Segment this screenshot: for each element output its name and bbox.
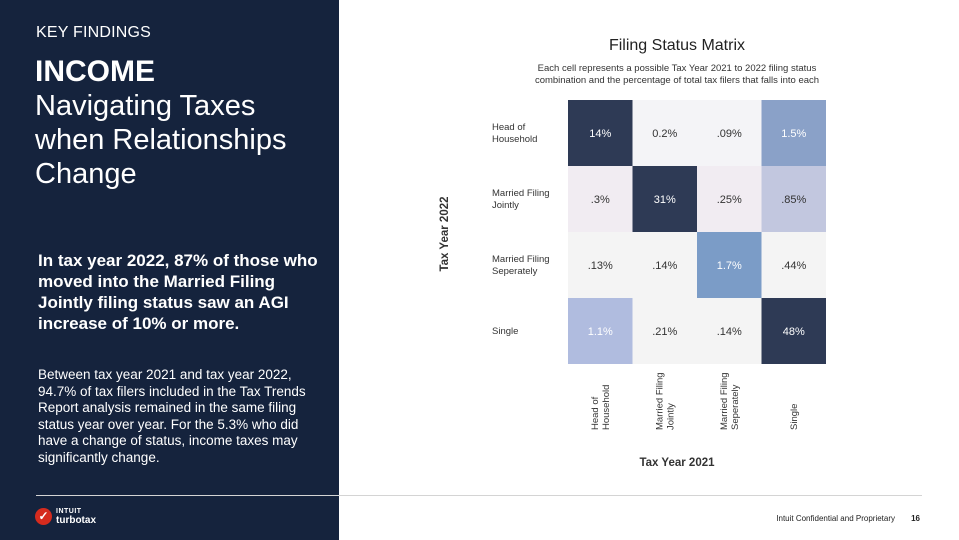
- row-label: Household: [492, 134, 537, 145]
- body-text: Between tax year 2021 and tax year 2022,…: [38, 367, 306, 465]
- cell-value-label: 1.7%: [717, 260, 742, 272]
- section-title: INCOME: [35, 55, 155, 88]
- page-number: 16: [911, 514, 920, 523]
- heatmap-cell: [568, 232, 633, 298]
- column-label: Single: [789, 404, 800, 430]
- logo-line1: INTUIT: [56, 508, 82, 515]
- cell-value-label: .09%: [717, 128, 742, 140]
- confidential-notice: Intuit Confidential and Proprietary: [776, 514, 895, 523]
- cell-value-label: 48%: [783, 326, 805, 338]
- column-label: Married Filing: [719, 372, 730, 430]
- cell-value-label: 31%: [654, 194, 676, 206]
- column-label: Household: [601, 385, 612, 430]
- turbotax-logo: ✓ INTUIT turbotax: [35, 507, 96, 526]
- cell-value-label: 1.1%: [588, 326, 613, 338]
- section-subtitle: Navigating Taxes when Relationships Chan…: [35, 90, 287, 190]
- row-label: Head of: [492, 122, 526, 133]
- cell-value-label: .21%: [652, 326, 677, 338]
- filing-status-heatmap: Filing Status Matrix Each cell represents…: [439, 37, 826, 469]
- cell-value-label: .85%: [781, 194, 806, 206]
- heatmap-cell: [697, 232, 762, 298]
- row-label: Seperately: [492, 266, 538, 277]
- column-label: Married Filing: [654, 372, 665, 430]
- row-label: Married Filing: [492, 254, 550, 265]
- row-label: Married Filing: [492, 188, 550, 199]
- row-label: Jointly: [492, 200, 519, 211]
- kicker-label: KEY FINDINGS: [36, 24, 152, 41]
- heatmap-cell: [632, 166, 697, 232]
- highlight-finding: In tax year 2022, 87% of those who moved…: [38, 251, 318, 333]
- logo-text: INTUIT turbotax: [56, 507, 96, 526]
- heatmap-cell: [761, 100, 826, 166]
- heatmap-cell: [632, 232, 697, 298]
- cell-value-label: .25%: [717, 194, 742, 206]
- cell-value-label: 14%: [589, 128, 611, 140]
- heatmap-cell: [568, 100, 633, 166]
- heatmap-cell: [761, 166, 826, 232]
- heatmap-cell: [761, 232, 826, 298]
- row-label: Single: [492, 326, 518, 337]
- footer-divider: [36, 495, 922, 496]
- logo-line2: turbotax: [56, 515, 96, 526]
- checkmark-icon: ✓: [35, 507, 52, 525]
- heatmap-cell: [568, 166, 633, 232]
- left-panel: KEY FINDINGS INCOME Navigating Taxes whe…: [0, 0, 339, 540]
- chart-title: Filing Status Matrix: [609, 37, 745, 54]
- heatmap-cell: [568, 298, 633, 364]
- cell-value-label: .14%: [652, 260, 677, 272]
- chart-subtitle-line: Each cell represents a possible Tax Year…: [538, 63, 817, 74]
- cell-value-label: 0.2%: [652, 128, 677, 140]
- cell-value-label: .13%: [588, 260, 613, 272]
- heatmap-cell: [632, 100, 697, 166]
- heatmap-cell: [697, 166, 762, 232]
- cell-value-label: 1.5%: [781, 128, 806, 140]
- column-label: Head of: [590, 396, 601, 430]
- column-label: Seperately: [730, 384, 741, 430]
- x-axis-title: Tax Year 2021: [639, 457, 715, 469]
- cell-value-label: .44%: [781, 260, 806, 272]
- heatmap-cell: [697, 100, 762, 166]
- column-label: Jointly: [665, 403, 676, 430]
- cell-value-label: .14%: [717, 326, 742, 338]
- heatmap-cell: [632, 298, 697, 364]
- heatmap-cell: [761, 298, 826, 364]
- heatmap-cell: [697, 298, 762, 364]
- chart-subtitle-line: combination and the percentage of total …: [535, 75, 819, 86]
- cell-value-label: .3%: [591, 194, 610, 206]
- y-axis-title: Tax Year 2022: [439, 196, 451, 271]
